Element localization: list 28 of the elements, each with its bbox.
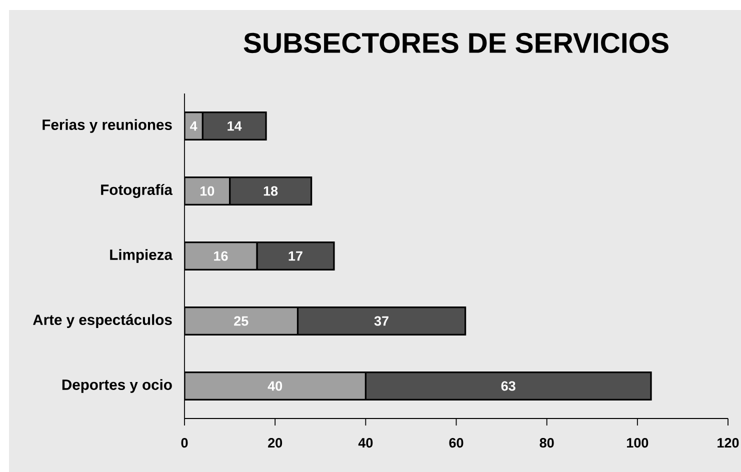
data-label: 17 xyxy=(288,251,302,261)
bar xyxy=(184,372,366,400)
bar xyxy=(184,306,299,336)
y-tick-label: Ferias y reuniones xyxy=(42,119,172,133)
y-tick-label: Fotografía xyxy=(101,184,173,198)
x-tick-label: 100 xyxy=(627,438,648,448)
data-label: 10 xyxy=(200,186,214,196)
data-label: 4 xyxy=(190,121,198,131)
bar xyxy=(256,242,335,270)
data-label: 63 xyxy=(501,381,516,391)
data-label: 18 xyxy=(264,186,278,196)
x-tick-label: 80 xyxy=(540,438,554,448)
data-label: 40 xyxy=(268,381,282,391)
data-label: 25 xyxy=(234,316,248,326)
y-tick-label: Deportes y ocio xyxy=(62,379,172,393)
x-tick-label: 40 xyxy=(358,438,373,448)
data-label: 37 xyxy=(374,316,388,326)
data-label: 14 xyxy=(228,121,242,131)
data-label: 16 xyxy=(214,251,228,261)
x-tick-label: 60 xyxy=(449,438,464,448)
bar xyxy=(184,242,258,270)
x-tick-label: 120 xyxy=(718,438,739,448)
bar xyxy=(228,176,312,206)
chart-title: SUBSECTORES DE SERVICIOS xyxy=(244,32,668,54)
x-tick-label: 20 xyxy=(268,438,282,448)
x-tick-label: 0 xyxy=(181,438,188,448)
y-tick-label: Limpieza xyxy=(110,249,173,263)
y-tick-label: Arte y espectáculos xyxy=(33,314,172,328)
